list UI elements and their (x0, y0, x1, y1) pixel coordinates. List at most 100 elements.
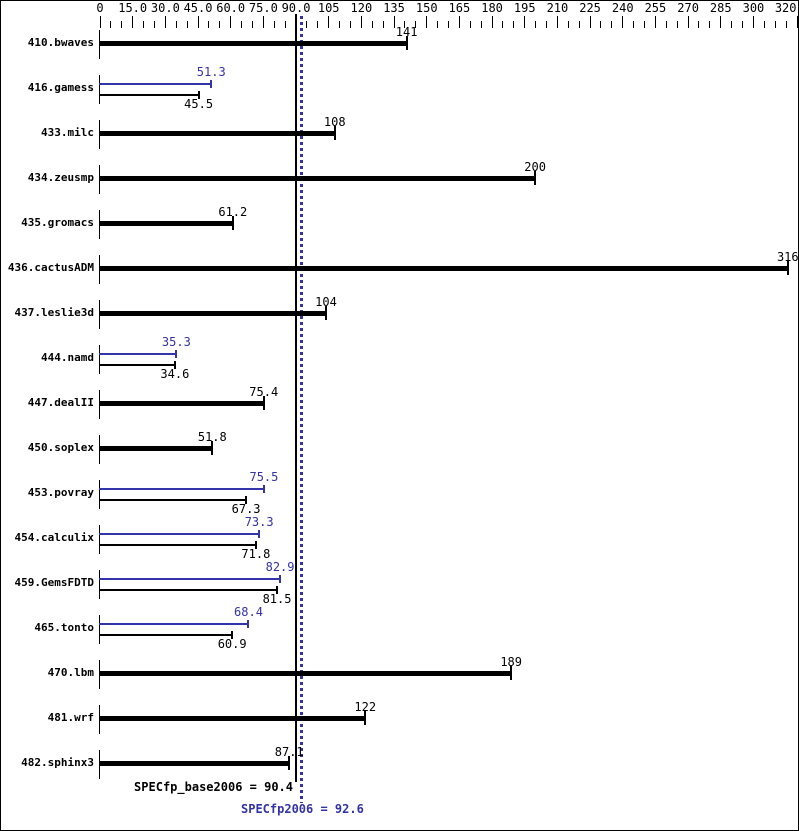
axis-tick-minor (469, 21, 471, 28)
axis-tick-label: 90.0 (281, 1, 311, 15)
axis-tick-label: 270 (677, 1, 699, 15)
axis-tick-major (295, 16, 297, 28)
axis-tick-minor (251, 21, 253, 28)
axis-tick-minor (567, 21, 569, 28)
axis-tick-minor (611, 21, 613, 28)
axis-tick-major (393, 16, 395, 28)
base-value-label: 200 (524, 160, 546, 174)
axis-tick-major (132, 16, 134, 28)
axis-tick-minor (774, 21, 776, 28)
base-bar-end-tick (510, 666, 513, 680)
axis-tick-label: 75.0 (248, 1, 278, 15)
axis-tick-major (230, 16, 232, 28)
benchmark-label: 435.gromacs (21, 216, 94, 229)
base-bar-end-tick (173, 361, 176, 369)
axis-tick-major (458, 16, 460, 28)
benchmark-label: 433.milc (41, 126, 94, 139)
base-value-label: 122 (354, 700, 377, 714)
benchmark-label: 453.povray (27, 486, 94, 499)
axis-tick-major (796, 16, 798, 28)
base-bar (99, 589, 278, 591)
benchmark-label: 450.soplex (27, 441, 94, 454)
axis-tick-minor (273, 21, 275, 28)
base-value-label: 316 (776, 250, 799, 264)
axis-tick-minor (153, 21, 155, 28)
benchmark-label: 410.bwaves (27, 36, 94, 49)
axis-tick-minor (600, 21, 602, 28)
peak-bar-end-tick (210, 80, 213, 88)
axis-tick-minor (371, 21, 373, 28)
benchmark-label: 454.calculix (14, 531, 94, 544)
axis-tick-minor (382, 21, 384, 28)
base-bar (99, 266, 788, 271)
axis-tick-major (164, 16, 166, 28)
summary-base: SPECfp_base2006 = 90.4 (134, 780, 293, 794)
row-axis-segment (99, 525, 100, 554)
axis-tick-label: 45.0 (183, 1, 213, 15)
base-bar-end-tick (325, 306, 328, 320)
axis-tick-label: 240 (611, 1, 634, 15)
axis-tick-minor (731, 21, 733, 28)
base-bar (99, 94, 199, 96)
axis-tick-minor (535, 21, 537, 28)
benchmark-label: 482.sphinx3 (21, 756, 94, 769)
axis-tick-minor (306, 21, 308, 28)
axis-tick-label: 120 (350, 1, 373, 15)
base-value-label: 141 (395, 25, 418, 39)
row-axis-segment (99, 480, 100, 509)
base-bar-end-tick (211, 441, 214, 455)
axis-tick-label: 150 (415, 1, 438, 15)
base-bar-end-tick (364, 711, 367, 725)
axis-tick-major (524, 16, 526, 28)
base-value-label: 87.1 (274, 745, 304, 759)
benchmark-label: 470.lbm (47, 666, 94, 679)
axis-tick-minor (785, 21, 787, 28)
base-bar (99, 544, 256, 546)
base-value-label: 71.8 (241, 547, 271, 561)
axis-tick-minor (404, 21, 406, 28)
axis-tick-major (491, 16, 493, 28)
axis-tick-label: 0 (96, 1, 104, 15)
base-value-label: 45.5 (184, 97, 214, 111)
benchmark-label: 465.tonto (34, 621, 94, 634)
benchmark-label: 436.cactusADM (7, 261, 94, 274)
axis-tick-major (589, 16, 591, 28)
base-bar-end-tick (231, 216, 234, 230)
peak-bar-end-tick (262, 485, 265, 493)
base-bar (99, 401, 264, 406)
axis-tick-minor (665, 21, 667, 28)
peak-bar (99, 353, 177, 355)
peak-bar (99, 83, 212, 85)
row-axis-segment (99, 615, 100, 644)
base-bar-end-tick (534, 171, 537, 185)
axis-tick-major (556, 16, 558, 28)
axis-tick-major (99, 16, 101, 28)
benchmark-label: 444.namd (41, 351, 94, 364)
peak-value-label: 75.5 (249, 470, 279, 484)
axis-tick-major (262, 16, 264, 28)
benchmark-label: 416.gamess (27, 81, 94, 94)
axis-tick-label: 60.0 (216, 1, 246, 15)
axis-tick-minor (480, 21, 482, 28)
axis-tick-label: 285 (709, 1, 732, 15)
axis-tick-minor (208, 21, 210, 28)
base-bar (99, 446, 213, 451)
axis-tick-major (752, 16, 754, 28)
base-bar (99, 634, 233, 636)
axis-tick-minor (742, 21, 744, 28)
base-bar (99, 221, 233, 226)
peak-bar-end-tick (175, 350, 178, 358)
axis-tick-minor (349, 21, 351, 28)
axis-tick-minor (241, 21, 243, 28)
axis-tick-minor (763, 21, 765, 28)
axis-tick-label: 300 (742, 1, 765, 15)
row-axis-segment (99, 570, 100, 599)
base-bar-end-tick (231, 631, 234, 639)
axis-tick-label: 30.0 (150, 1, 180, 15)
peak-bar-end-tick (247, 620, 250, 628)
axis-tick-label: 135 (383, 1, 405, 15)
axis-tick-minor (513, 21, 515, 28)
axis-tick-label: 15.0 (118, 1, 148, 15)
peak-value-label: 73.3 (244, 515, 274, 529)
